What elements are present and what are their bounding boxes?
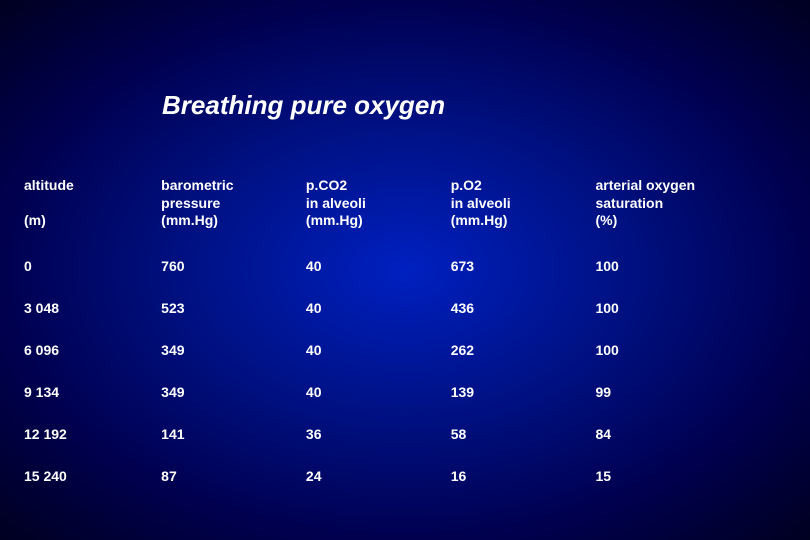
header-line: (%) <box>595 212 617 228</box>
header-altitude: altitude (m) <box>24 177 161 258</box>
header-saturation: arterial oxygen saturation (%) <box>595 177 786 258</box>
slide-container: Breathing pure oxygen altitude (m) barom… <box>0 0 810 540</box>
header-line: (mm.Hg) <box>161 212 218 228</box>
cell: 87 <box>161 468 306 510</box>
header-barometric: barometric pressure (mm.Hg) <box>161 177 306 258</box>
header-line: (mm.Hg) <box>451 212 508 228</box>
cell: 40 <box>306 300 451 342</box>
cell: 673 <box>451 258 596 300</box>
slide-title: Breathing pure oxygen <box>162 90 786 121</box>
cell: 0 <box>24 258 161 300</box>
table-row: 0 760 40 673 100 <box>24 258 786 300</box>
cell: 436 <box>451 300 596 342</box>
cell: 523 <box>161 300 306 342</box>
cell: 84 <box>595 426 786 468</box>
header-line: saturation <box>595 195 663 211</box>
table-body: 0 760 40 673 100 3 048 523 40 436 100 6 … <box>24 258 786 510</box>
cell: 15 <box>595 468 786 510</box>
header-line: arterial oxygen <box>595 177 695 193</box>
cell: 40 <box>306 258 451 300</box>
cell: 760 <box>161 258 306 300</box>
cell: 100 <box>595 300 786 342</box>
table-row: 12 192 141 36 58 84 <box>24 426 786 468</box>
cell: 9 134 <box>24 384 161 426</box>
header-line: p.CO2 <box>306 177 347 193</box>
table-row: 9 134 349 40 139 99 <box>24 384 786 426</box>
cell: 15 240 <box>24 468 161 510</box>
header-pco2: p.CO2 in alveoli (mm.Hg) <box>306 177 451 258</box>
cell: 40 <box>306 342 451 384</box>
header-line: altitude <box>24 177 74 193</box>
cell: 139 <box>451 384 596 426</box>
cell: 100 <box>595 342 786 384</box>
cell: 16 <box>451 468 596 510</box>
cell: 3 048 <box>24 300 161 342</box>
cell: 99 <box>595 384 786 426</box>
header-line: in alveoli <box>451 195 511 211</box>
header-line: (mm.Hg) <box>306 212 363 228</box>
table-row: 6 096 349 40 262 100 <box>24 342 786 384</box>
cell: 36 <box>306 426 451 468</box>
table-row: 15 240 87 24 16 15 <box>24 468 786 510</box>
cell: 24 <box>306 468 451 510</box>
header-po2: p.O2 in alveoli (mm.Hg) <box>451 177 596 258</box>
table-row: 3 048 523 40 436 100 <box>24 300 786 342</box>
header-line: p.O2 <box>451 177 482 193</box>
cell: 6 096 <box>24 342 161 384</box>
header-line: in alveoli <box>306 195 366 211</box>
oxygen-table: altitude (m) barometric pressure (mm.Hg)… <box>24 177 786 510</box>
cell: 58 <box>451 426 596 468</box>
cell: 12 192 <box>24 426 161 468</box>
header-line: barometric <box>161 177 233 193</box>
header-line: (m) <box>24 212 46 228</box>
header-line: pressure <box>161 195 220 211</box>
cell: 141 <box>161 426 306 468</box>
cell: 262 <box>451 342 596 384</box>
cell: 349 <box>161 384 306 426</box>
table-header-row: altitude (m) barometric pressure (mm.Hg)… <box>24 177 786 258</box>
cell: 100 <box>595 258 786 300</box>
cell: 40 <box>306 384 451 426</box>
cell: 349 <box>161 342 306 384</box>
